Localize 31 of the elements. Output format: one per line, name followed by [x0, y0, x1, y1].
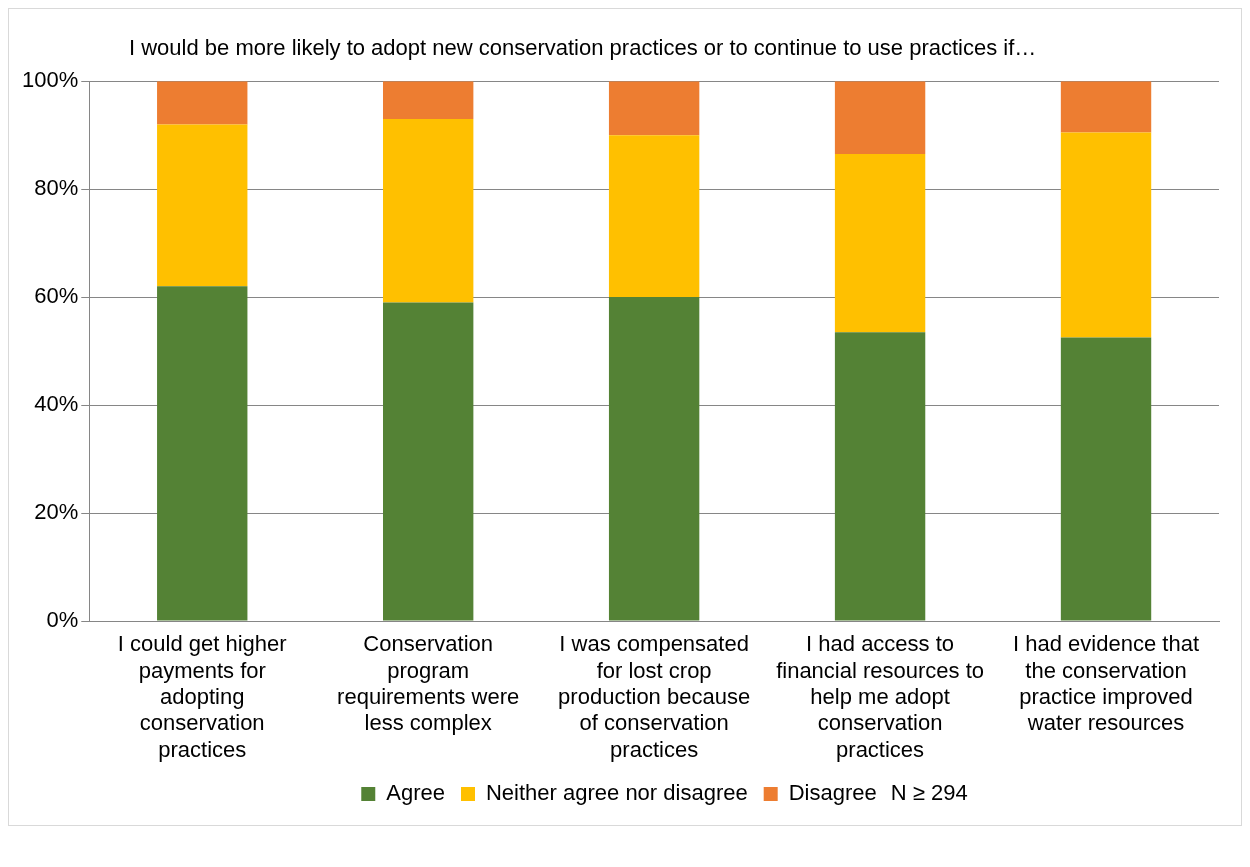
y-tick-label: 80% — [34, 175, 79, 201]
bar — [1060, 337, 1152, 621]
bar — [1060, 81, 1152, 133]
y-tick-label: 20% — [34, 499, 79, 525]
y-tick-label: 60% — [34, 283, 79, 309]
bar — [383, 302, 474, 621]
y-tick-label: 0% — [46, 607, 79, 633]
x-tick-label: I had access to financial resources to help me adopt conservation practices — [776, 631, 985, 762]
x-tick-label: I was compensated for lost crop production because of conservation practices — [558, 631, 751, 762]
bar — [608, 81, 700, 136]
y-tick-label: 40% — [34, 391, 79, 417]
legend-label: Disagree — [788, 780, 877, 806]
bar — [608, 135, 700, 298]
x-tick-label: I could get higher payments for adopting conservation practices — [117, 631, 287, 762]
legend-label: Agree — [386, 780, 445, 806]
bar — [834, 332, 926, 621]
bar — [157, 286, 248, 621]
legend-label: Neither agree nor disagree — [485, 780, 748, 806]
bar — [157, 81, 248, 125]
bar — [608, 297, 700, 621]
x-tick-label: I had evidence that the conservation practice improved water resources — [1013, 631, 1199, 736]
y-tick-label: 100% — [21, 67, 79, 93]
bar — [834, 81, 926, 155]
bar — [1060, 132, 1152, 338]
bar — [834, 154, 926, 333]
bar — [383, 118, 474, 303]
text: N ≥ 294 — [890, 780, 968, 806]
chart-title: I would be more likely to adopt new conservation practices or to continue to use practices if… — [128, 34, 1038, 62]
bar — [157, 124, 248, 287]
x-tick-label: Conservation program requirements were less complex — [337, 631, 520, 736]
bar — [383, 81, 474, 119]
